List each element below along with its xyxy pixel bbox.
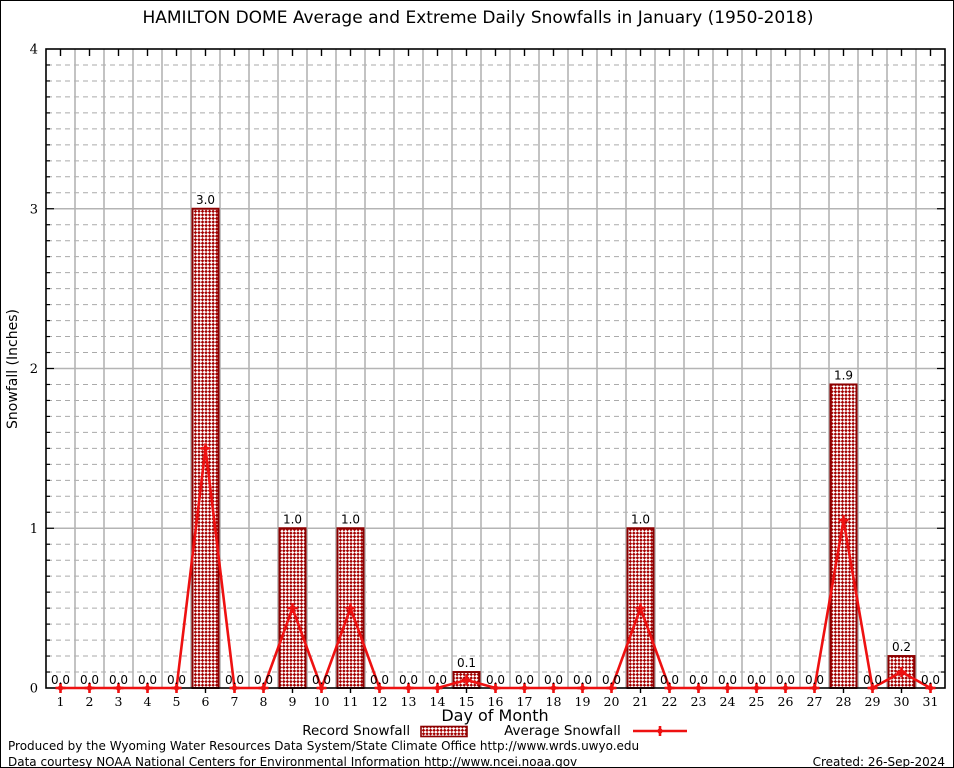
svg-text:1.9: 1.9 bbox=[834, 368, 853, 382]
svg-text:1.0: 1.0 bbox=[283, 512, 302, 526]
svg-text:27: 27 bbox=[807, 694, 823, 709]
average-snowfall-line bbox=[55, 443, 936, 693]
svg-text:1.0: 1.0 bbox=[631, 512, 650, 526]
svg-text:0.0: 0.0 bbox=[109, 673, 128, 687]
svg-text:0.0: 0.0 bbox=[805, 673, 824, 687]
svg-text:0.0: 0.0 bbox=[689, 673, 708, 687]
svg-text:7: 7 bbox=[231, 694, 239, 709]
svg-text:0.0: 0.0 bbox=[776, 673, 795, 687]
svg-text:0.0: 0.0 bbox=[225, 673, 244, 687]
chart-title: HAMILTON DOME Average and Extreme Daily … bbox=[142, 8, 814, 28]
svg-text:0.0: 0.0 bbox=[138, 673, 157, 687]
svg-text:1: 1 bbox=[57, 694, 65, 709]
gridlines bbox=[46, 49, 945, 688]
svg-text:0.2: 0.2 bbox=[892, 640, 911, 654]
svg-text:9: 9 bbox=[289, 694, 297, 709]
svg-text:29: 29 bbox=[865, 694, 881, 709]
average-snowfall-line-icon bbox=[632, 726, 687, 736]
footer-produced-by: Produced by the Wyoming Water Resources … bbox=[8, 739, 640, 753]
svg-text:17: 17 bbox=[517, 694, 533, 709]
svg-text:3: 3 bbox=[115, 694, 123, 709]
svg-text:25: 25 bbox=[749, 694, 765, 709]
record-snowfall-swatch-icon bbox=[420, 725, 468, 737]
svg-text:6: 6 bbox=[202, 694, 210, 709]
svg-text:0.0: 0.0 bbox=[370, 673, 389, 687]
svg-text:1.0: 1.0 bbox=[341, 512, 360, 526]
legend-label-average: Average Snowfall bbox=[504, 723, 621, 739]
data-labels: 0.0 0.0 0.0 0.0 0.0 3.0 0.0 0.0 1.0 0.0 1.0 0.0 0.0 0… bbox=[51, 193, 940, 687]
svg-text:3.0: 3.0 bbox=[196, 193, 215, 207]
svg-text:0.0: 0.0 bbox=[486, 673, 505, 687]
footer-data-courtesy: Data courtesy NOAA National Centers for … bbox=[8, 755, 578, 768]
svg-text:0.0: 0.0 bbox=[602, 673, 621, 687]
svg-text:0.0: 0.0 bbox=[399, 673, 418, 687]
svg-text:2: 2 bbox=[86, 694, 94, 709]
svg-text:0.0: 0.0 bbox=[573, 673, 592, 687]
svg-text:0.0: 0.0 bbox=[254, 673, 273, 687]
svg-text:0.0: 0.0 bbox=[863, 673, 882, 687]
svg-text:0.0: 0.0 bbox=[747, 673, 766, 687]
svg-text:4: 4 bbox=[144, 694, 152, 709]
svg-text:0.0: 0.0 bbox=[312, 673, 331, 687]
svg-text:15: 15 bbox=[459, 694, 475, 709]
y-axis-title: Snowfall (Inches) bbox=[5, 309, 21, 429]
record-snowfall-bars bbox=[191, 207, 916, 690]
svg-text:5: 5 bbox=[173, 694, 181, 709]
svg-text:0.0: 0.0 bbox=[660, 673, 679, 687]
svg-text:30: 30 bbox=[894, 694, 910, 709]
svg-text:22: 22 bbox=[662, 694, 678, 709]
legend-item-record: Record Snowfall bbox=[302, 723, 468, 739]
svg-text:0.0: 0.0 bbox=[80, 673, 99, 687]
svg-text:0.0: 0.0 bbox=[167, 673, 186, 687]
svg-text:10: 10 bbox=[314, 694, 330, 709]
svg-text:24: 24 bbox=[720, 694, 736, 709]
legend: Record Snowfall Average Snowfall bbox=[46, 722, 945, 740]
svg-text:2: 2 bbox=[30, 362, 38, 377]
svg-text:3: 3 bbox=[30, 202, 38, 217]
svg-text:23: 23 bbox=[691, 694, 707, 709]
svg-text:28: 28 bbox=[836, 694, 852, 709]
svg-text:8: 8 bbox=[260, 694, 268, 709]
svg-text:4: 4 bbox=[30, 43, 38, 58]
plot-border-and-ticks bbox=[45, 48, 946, 693]
svg-text:31: 31 bbox=[923, 694, 939, 709]
svg-text:18: 18 bbox=[546, 694, 562, 709]
svg-text:19: 19 bbox=[575, 694, 591, 709]
svg-text:1: 1 bbox=[30, 522, 38, 537]
legend-item-average: Average Snowfall bbox=[504, 723, 689, 739]
x-axis-title: Day of Month bbox=[441, 706, 548, 725]
footer-created-date: Created: 26-Sep-2024 bbox=[812, 755, 945, 768]
legend-label-record: Record Snowfall bbox=[302, 723, 411, 739]
svg-text:0.0: 0.0 bbox=[544, 673, 563, 687]
svg-text:11: 11 bbox=[343, 694, 359, 709]
svg-text:12: 12 bbox=[372, 694, 388, 709]
svg-text:26: 26 bbox=[778, 694, 794, 709]
svg-text:21: 21 bbox=[633, 694, 649, 709]
svg-text:0.0: 0.0 bbox=[515, 673, 534, 687]
svg-text:0.0: 0.0 bbox=[428, 673, 447, 687]
svg-text:16: 16 bbox=[488, 694, 504, 709]
svg-text:20: 20 bbox=[604, 694, 620, 709]
svg-text:13: 13 bbox=[401, 694, 417, 709]
svg-text:14: 14 bbox=[430, 694, 446, 709]
svg-text:0.0: 0.0 bbox=[718, 673, 737, 687]
svg-text:0.0: 0.0 bbox=[921, 673, 940, 687]
svg-text:0.0: 0.0 bbox=[51, 673, 70, 687]
svg-text:0: 0 bbox=[30, 682, 38, 697]
svg-text:0.1: 0.1 bbox=[457, 656, 476, 670]
